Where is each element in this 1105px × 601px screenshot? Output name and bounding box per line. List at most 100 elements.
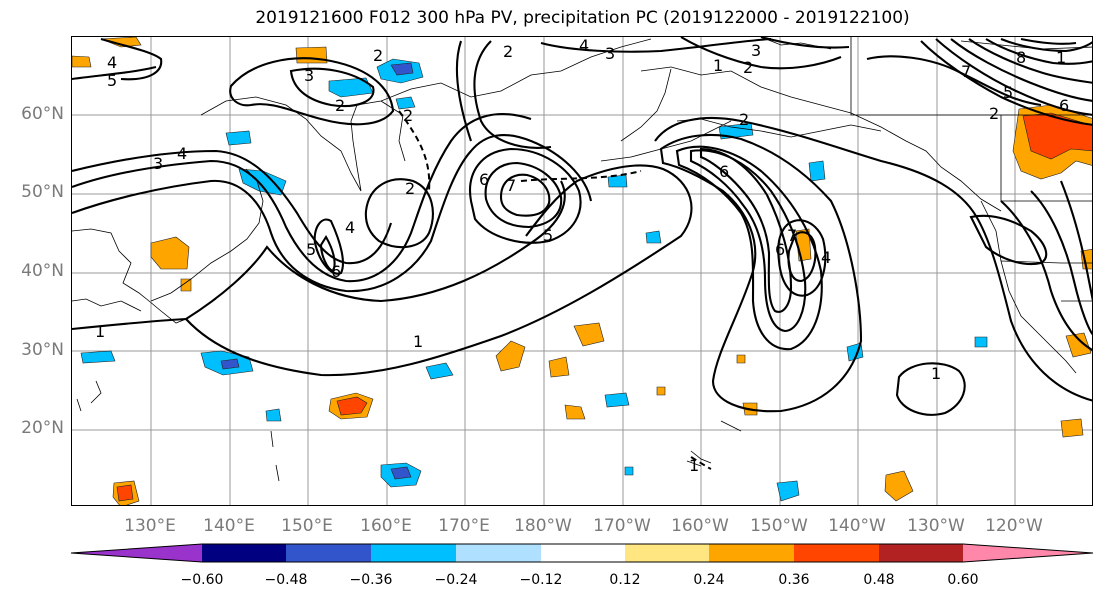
colorbar-swatch bbox=[202, 544, 286, 562]
contour-label: 6 bbox=[1059, 96, 1069, 115]
precip-negative-patch bbox=[624, 466, 634, 476]
precip-negative-patch bbox=[220, 358, 240, 370]
colorbar-tick-label: 0.24 bbox=[693, 572, 725, 588]
pv-contour-line bbox=[968, 38, 1092, 84]
colorbar-swatch bbox=[879, 544, 963, 562]
precip-negative-patch bbox=[80, 350, 116, 364]
pv-contour-dashed-line bbox=[398, 110, 431, 192]
lat-label-30n: 30°N bbox=[21, 340, 64, 360]
precip-negative-patch bbox=[604, 392, 630, 408]
contour-label: 3 bbox=[751, 41, 761, 60]
precip-positive-patch bbox=[116, 484, 134, 502]
pv-contour-line bbox=[1060, 180, 1092, 302]
contour-label: 1 bbox=[689, 456, 699, 475]
colorbar-swatch bbox=[963, 544, 1093, 562]
lat-label-20n: 20°N bbox=[21, 418, 64, 438]
pv-contour-line bbox=[72, 164, 693, 377]
precip-positive-patch bbox=[180, 278, 192, 292]
precip-negative-patch bbox=[390, 466, 412, 480]
precipitation-shading bbox=[72, 37, 1092, 505]
pv-contour-line bbox=[675, 145, 823, 351]
map-panel: 4 5 3 4 3 2 2 4 3 3 2 1 2 8 7 5 2 6 1 2 … bbox=[71, 36, 1093, 506]
pv-contour-line bbox=[787, 231, 817, 283]
contour-label: 5 bbox=[1003, 83, 1013, 102]
contour-label: 5 bbox=[306, 240, 316, 259]
graticule bbox=[72, 37, 1092, 505]
pv-contour-line bbox=[72, 149, 393, 265]
colorbar-swatch bbox=[709, 544, 794, 562]
pv-contour-line bbox=[985, 38, 1092, 65]
pv-contour-line bbox=[455, 40, 472, 142]
precip-negative-patch bbox=[425, 362, 454, 380]
precip-negative-patch bbox=[607, 174, 628, 188]
lat-label-50n: 50°N bbox=[21, 182, 64, 202]
pv-contour-line bbox=[185, 180, 566, 320]
colorbar-tick-label: −0.24 bbox=[434, 572, 478, 588]
lon-label-140e: 140°E bbox=[203, 516, 255, 536]
precip-negative-patch bbox=[265, 408, 282, 422]
pv-contour-line bbox=[473, 40, 552, 149]
pv-contour-line bbox=[499, 173, 551, 217]
precip-negative-patch bbox=[328, 77, 374, 98]
lat-label-40n: 40°N bbox=[21, 261, 64, 281]
colorbar-tick-label: 0.12 bbox=[609, 572, 641, 588]
precip-positive-patch bbox=[548, 356, 570, 378]
contour-label-group: 4 5 3 4 3 2 2 4 3 3 2 1 2 8 7 5 2 6 1 2 … bbox=[95, 37, 1069, 475]
contour-label: 7 bbox=[961, 62, 971, 81]
lon-label-170e: 170°E bbox=[438, 516, 490, 536]
contour-label: 2 bbox=[989, 104, 999, 123]
lon-label-130w: 130°W bbox=[907, 516, 965, 536]
contour-label: 1 bbox=[931, 364, 941, 383]
pv-contour-line bbox=[654, 116, 1092, 402]
contour-label: 5 bbox=[107, 71, 117, 90]
precip-positive-patch bbox=[1060, 418, 1084, 438]
precip-positive-patch bbox=[72, 55, 92, 68]
contour-label: 2 bbox=[739, 110, 749, 129]
pv-contour-line bbox=[895, 362, 966, 416]
pv-contour-dashed-line bbox=[520, 170, 642, 182]
contour-label: 2 bbox=[405, 179, 415, 198]
colorbar-swatch bbox=[71, 544, 202, 562]
pv-contour-line bbox=[1000, 38, 1092, 53]
lon-label-130e: 130°E bbox=[124, 516, 176, 536]
precip-negative-patch bbox=[645, 230, 662, 244]
pv-contour-line bbox=[540, 37, 772, 53]
lon-label-140w: 140°W bbox=[828, 516, 886, 536]
precip-negative-patch bbox=[225, 130, 252, 146]
precip-positive-patch bbox=[736, 354, 746, 364]
contour-label: 7 bbox=[787, 226, 797, 245]
precip-positive-patch bbox=[495, 340, 526, 372]
contour-label: 3 bbox=[605, 44, 615, 63]
map-title: 2019121600 F012 300 hPa PV, precipitatio… bbox=[255, 8, 910, 28]
precip-positive-patch bbox=[884, 470, 914, 502]
contour-label: 3 bbox=[153, 154, 163, 173]
pv-contour-line bbox=[699, 147, 793, 313]
colorbar-swatch bbox=[456, 544, 541, 562]
pv-contour-line bbox=[229, 57, 395, 126]
coastlines bbox=[72, 37, 1092, 482]
lon-label-150w: 150°W bbox=[750, 516, 808, 536]
pv-contours bbox=[72, 37, 1092, 416]
precip-positive-patch bbox=[656, 386, 666, 396]
contour-label: 2 bbox=[403, 106, 413, 125]
precip-negative-patch bbox=[974, 336, 988, 348]
contour-label: 4 bbox=[345, 218, 355, 237]
pv-contour-line bbox=[935, 38, 1092, 116]
precip-negative-patch bbox=[776, 480, 800, 502]
contour-label: 4 bbox=[177, 144, 187, 163]
lon-label-120w: 120°W bbox=[985, 516, 1043, 536]
pv-contour-line bbox=[72, 134, 593, 293]
contour-label: 1 bbox=[713, 56, 723, 75]
map-canvas: 4 5 3 4 3 2 2 4 3 3 2 1 2 8 7 5 2 6 1 2 … bbox=[72, 37, 1092, 505]
pv-contour-line bbox=[100, 37, 163, 81]
pv-contour-line bbox=[469, 147, 582, 244]
lat-label-60n: 60°N bbox=[21, 104, 64, 124]
contour-label: 4 bbox=[107, 53, 117, 72]
lon-label-170w: 170°W bbox=[593, 516, 651, 536]
pv-contour-line bbox=[289, 67, 375, 107]
pv-contour-line bbox=[313, 218, 345, 275]
pv-contour-line bbox=[72, 113, 532, 283]
colorbar-swatch bbox=[286, 544, 371, 562]
contour-label: 4 bbox=[579, 37, 589, 55]
lon-label-160w: 160°W bbox=[671, 516, 729, 536]
